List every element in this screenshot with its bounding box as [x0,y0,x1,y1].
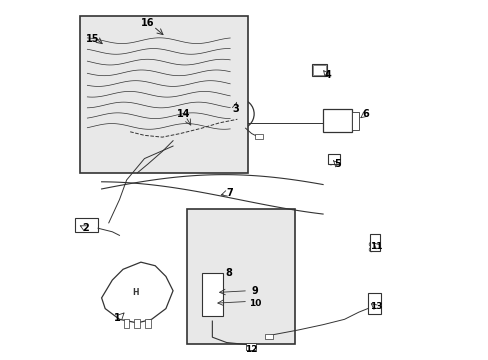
Bar [351,112,358,130]
Circle shape [216,81,222,86]
Circle shape [209,324,215,329]
Text: 10: 10 [248,299,261,308]
Bar [145,319,151,328]
Circle shape [163,58,168,63]
Circle shape [75,225,79,228]
Text: 5: 5 [333,159,340,169]
Text: 8: 8 [224,268,231,278]
Circle shape [134,54,140,60]
Circle shape [198,99,204,104]
Circle shape [205,58,211,63]
Text: H: H [132,288,139,297]
Circle shape [142,108,147,113]
Circle shape [126,284,144,301]
Bar [328,154,339,164]
Circle shape [188,58,193,63]
Bar [187,208,294,344]
Bar [312,64,326,76]
Text: 1: 1 [114,312,121,323]
Bar [123,319,129,328]
Bar [201,273,223,316]
Bar [75,217,98,232]
Bar [367,293,381,314]
Text: 13: 13 [370,302,382,311]
Circle shape [220,73,225,79]
Circle shape [88,54,94,60]
Bar [80,16,247,173]
Bar [264,334,272,339]
Bar [313,65,325,75]
Bar [255,134,263,139]
Circle shape [91,108,97,113]
Bar [246,343,256,350]
Text: 7: 7 [226,188,233,198]
Bar [323,109,351,132]
Bar [134,319,140,328]
Text: 16: 16 [141,18,155,28]
Circle shape [208,312,216,319]
Text: 15: 15 [86,34,99,44]
Circle shape [75,228,79,232]
Text: 2: 2 [82,223,89,233]
Text: 9: 9 [251,286,258,296]
Bar [369,234,380,251]
Circle shape [236,111,242,117]
Circle shape [106,43,111,49]
Text: 11: 11 [370,242,382,251]
Circle shape [224,99,254,129]
Circle shape [328,161,332,165]
Circle shape [109,54,115,60]
Text: 14: 14 [177,109,190,119]
Circle shape [216,63,222,68]
Text: 6: 6 [362,109,368,119]
Text: 12: 12 [245,345,257,354]
Circle shape [127,43,133,49]
Circle shape [109,106,115,111]
Circle shape [91,43,97,49]
Text: 3: 3 [232,104,239,113]
Circle shape [368,242,373,247]
Text: 4: 4 [325,69,331,80]
Circle shape [231,106,246,122]
Circle shape [170,106,176,111]
Circle shape [368,248,373,252]
Polygon shape [102,262,173,323]
